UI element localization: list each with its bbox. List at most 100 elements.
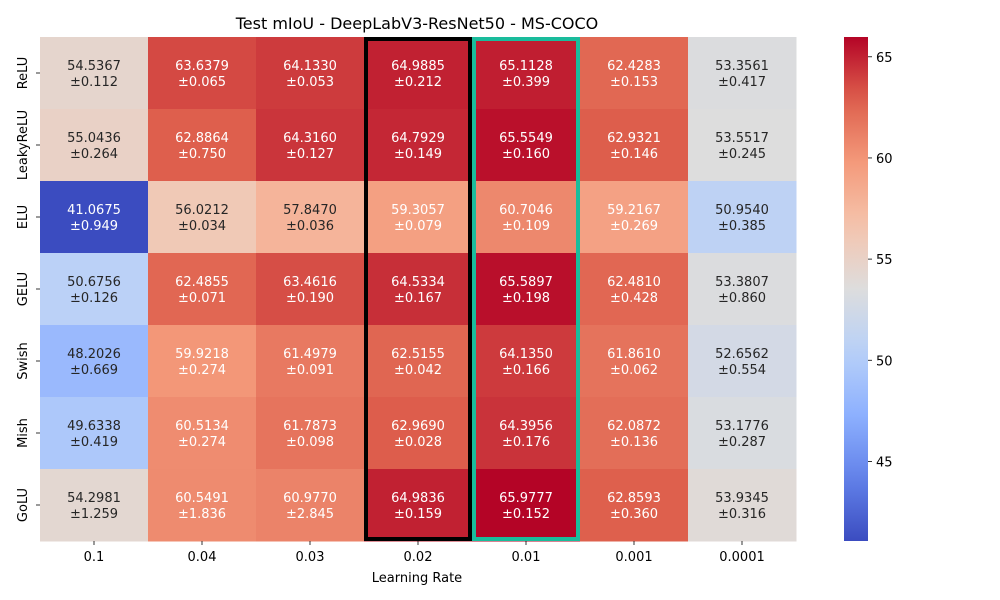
cell-value-label: 59.3057 [391,203,445,218]
colorbar-gradient [844,37,868,541]
cell-value-label: 59.2167 [607,203,661,218]
x-tick-label: 0.001 [615,550,652,565]
heatmap-cell [256,109,365,182]
colorbar-tick-label: 45 [876,455,893,470]
heatmap-cell [580,325,689,398]
cell-value-label: 64.9836 [391,491,445,506]
cell-value-label: 64.7929 [391,131,445,146]
cell-value-label: 53.1776 [715,419,769,434]
heatmap-cell [364,181,473,254]
y-tick-label: ReLU [16,57,31,90]
heatmap-cell [148,469,257,542]
cell-std-label: ±0.098 [286,435,334,450]
heatmap-cell [688,37,797,110]
cell-std-label: ±0.385 [718,219,766,234]
cell-value-label: 62.9321 [607,131,661,146]
cell-value-label: 64.3956 [499,419,553,434]
cell-value-label: 61.4979 [283,347,337,362]
cell-std-label: ±0.036 [286,219,334,234]
cell-value-label: 65.1128 [499,59,553,74]
heatmap-cell [472,253,581,326]
chart-title: Test mIoU - DeepLabV3-ResNet50 - MS-COCO [235,14,599,33]
cell-std-label: ±0.159 [394,507,442,522]
cell-value-label: 63.6379 [175,59,229,74]
column-highlights [364,37,580,541]
cell-value-label: 60.5491 [175,491,229,506]
cell-value-label: 53.9345 [715,491,769,506]
heatmap-cell [580,37,689,110]
cell-std-label: ±0.071 [178,291,226,306]
colorbar-tick-label: 65 [876,51,893,66]
cell-std-label: ±0.399 [502,75,550,90]
cell-value-label: 54.5367 [67,59,121,74]
cell-value-label: 60.9770 [283,491,337,506]
cell-value-label: 59.9218 [175,347,229,362]
cell-std-label: ±0.034 [178,219,226,234]
cell-value-label: 53.3561 [715,59,769,74]
cell-std-label: ±0.274 [178,435,226,450]
cell-value-label: 60.5134 [175,419,229,434]
heatmap-cell [148,253,257,326]
heatmap-cells: 54.5367±0.112 63.6379±0.065 64.1330±0.053 6… [40,37,797,542]
cell-value-label: 62.5155 [391,347,445,362]
cell-std-label: ±0.860 [718,291,766,306]
cell-std-label: ±0.269 [610,219,658,234]
cell-value-label: 65.5549 [499,131,553,146]
cell-std-label: ±0.212 [394,75,442,90]
heatmap-cell [40,109,149,182]
cell-std-label: ±0.190 [286,291,334,306]
x-tick-label: 0.0001 [719,550,765,565]
column-highlight-box [472,37,580,541]
cell-std-label: ±0.428 [610,291,658,306]
cell-std-label: ±0.053 [286,75,334,90]
cell-value-label: 41.0675 [67,203,121,218]
heatmap-cell [580,109,689,182]
cell-std-label: ±0.062 [610,363,658,378]
cell-value-label: 62.0872 [607,419,661,434]
cell-value-label: 62.8864 [175,131,229,146]
cell-std-label: ±0.198 [502,291,550,306]
cell-value-label: 53.3807 [715,275,769,290]
colorbar-tick-label: 55 [876,253,893,268]
cell-std-label: ±1.836 [178,507,226,522]
y-tick-label: Swish [16,342,31,380]
heatmap-cell [148,325,257,398]
heatmap-cell [472,325,581,398]
x-tick-label: 0.01 [512,550,541,565]
cell-std-label: ±0.245 [718,147,766,162]
heatmap-cell [580,181,689,254]
cell-value-label: 62.8593 [607,491,661,506]
heatmap-cell [148,109,257,182]
heatmap-cell [688,397,797,470]
cell-value-label: 61.7873 [283,419,337,434]
column-highlight-box [364,37,472,541]
x-axis-ticks: 0.1 0.04 0.03 0.02 0.01 0.001 0.0001 [84,541,765,565]
heatmap-cell [40,397,149,470]
cell-std-label: ±0.167 [394,291,442,306]
x-tick-label: 0.1 [84,550,105,565]
heatmap-cell [40,325,149,398]
cell-std-label: ±0.750 [178,147,226,162]
y-tick-label: LeakyReLU [16,110,31,180]
cell-std-label: ±0.136 [610,435,658,450]
cell-std-label: ±0.316 [718,507,766,522]
cell-value-label: 63.4616 [283,275,337,290]
cell-value-label: 53.5517 [715,131,769,146]
y-tick-label: Mish [16,418,31,448]
cell-value-label: 64.1330 [283,59,337,74]
cell-std-label: ±0.127 [286,147,334,162]
cell-std-label: ±0.287 [718,435,766,450]
heatmap-cell [364,469,473,542]
cell-std-label: ±0.109 [502,219,550,234]
heatmap-cell [364,37,473,110]
heatmap-cell [256,397,365,470]
heatmap-cell [688,181,797,254]
heatmap-cell [472,109,581,182]
cell-std-label: ±0.176 [502,435,550,450]
cell-std-label: ±0.152 [502,507,550,522]
cell-std-label: ±0.669 [70,363,118,378]
cell-value-label: 65.5897 [499,275,553,290]
cell-value-label: 57.8470 [283,203,337,218]
cell-std-label: ±0.417 [718,75,766,90]
heatmap-cell [580,397,689,470]
